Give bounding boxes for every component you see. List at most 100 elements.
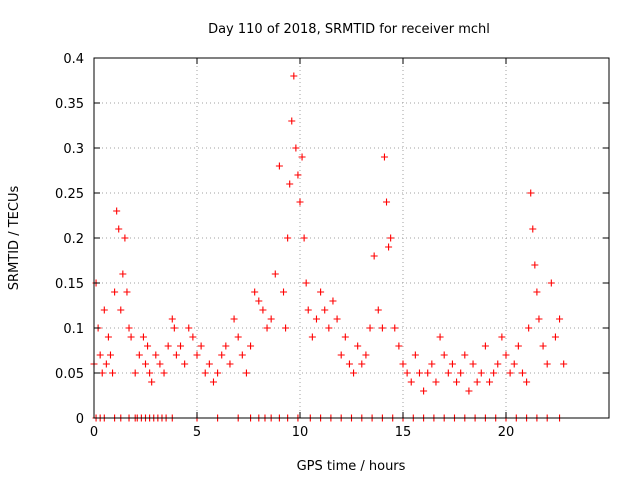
x-tick-label: 0: [90, 425, 98, 440]
data-point: [350, 369, 358, 377]
data-point: [286, 180, 294, 188]
data-point: [125, 324, 133, 332]
data-point: [420, 387, 428, 395]
data-point: [551, 333, 559, 341]
data-point: [556, 315, 564, 323]
data-point: [547, 279, 555, 287]
data-point: [383, 198, 391, 206]
data-point: [440, 351, 448, 359]
data-point: [222, 342, 230, 350]
data-point: [148, 378, 156, 386]
data-point: [226, 360, 234, 368]
data-point: [185, 324, 193, 332]
data-point: [428, 360, 436, 368]
data-point: [525, 324, 533, 332]
data-point: [168, 315, 176, 323]
data-point: [539, 342, 547, 350]
data-point: [111, 288, 119, 296]
data-point: [104, 333, 112, 341]
data-point: [181, 360, 189, 368]
data-point: [560, 360, 568, 368]
data-point: [543, 360, 551, 368]
data-point: [300, 234, 308, 242]
data-point: [197, 342, 205, 350]
data-point: [481, 342, 489, 350]
data-point: [399, 360, 407, 368]
data-point: [337, 351, 345, 359]
data-point: [259, 306, 267, 314]
data-point: [201, 369, 209, 377]
data-point: [121, 234, 129, 242]
data-point: [156, 360, 164, 368]
y-tick-label: 0.4: [63, 52, 84, 67]
data-point: [177, 342, 185, 350]
data-point: [152, 351, 160, 359]
data-point: [290, 72, 298, 80]
data-point: [288, 117, 296, 125]
data-point: [362, 351, 370, 359]
data-point: [144, 342, 152, 350]
data-point: [333, 315, 341, 323]
data-point: [374, 306, 382, 314]
data-point: [444, 369, 452, 377]
y-tick-label: 0: [76, 412, 84, 427]
y-tick-label: 0.25: [55, 187, 84, 202]
data-point: [123, 288, 131, 296]
data-point: [354, 342, 362, 350]
data-point: [263, 324, 271, 332]
data-point: [296, 198, 304, 206]
data-point: [407, 378, 415, 386]
data-point: [321, 306, 329, 314]
x-tick-label: 10: [292, 425, 309, 440]
data-point: [298, 153, 306, 161]
axes: 0 5 10 15 20 0 0.05 0.1 0.15 0.2 0.25 0.3 0.35 0.4: [55, 52, 609, 440]
x-axis-label: GPS time / hours: [297, 459, 406, 474]
data-point: [189, 333, 197, 341]
data-point: [234, 333, 242, 341]
data-point: [282, 324, 290, 332]
data-marks: [90, 72, 568, 422]
data-point: [117, 306, 125, 314]
data-point: [119, 270, 127, 278]
data-point: [284, 234, 292, 242]
data-point: [345, 360, 353, 368]
data-point: [160, 369, 168, 377]
data-point: [302, 279, 310, 287]
y-tick-label: 0.2: [63, 232, 84, 247]
x-tick-label: 15: [395, 425, 412, 440]
data-point: [113, 207, 121, 215]
data-point: [209, 378, 217, 386]
data-point: [135, 351, 143, 359]
data-point: [205, 360, 213, 368]
data-point: [391, 324, 399, 332]
data-point: [506, 369, 514, 377]
data-point: [251, 288, 259, 296]
y-axis-label: SRMTID / TECUs: [7, 186, 22, 291]
data-point: [96, 351, 104, 359]
data-point: [341, 333, 349, 341]
data-point: [403, 369, 411, 377]
data-point: [139, 333, 147, 341]
data-point: [304, 306, 312, 314]
data-point: [494, 360, 502, 368]
data-point: [448, 360, 456, 368]
data-point: [102, 360, 110, 368]
y-tick-label: 0.05: [55, 367, 84, 382]
data-point: [146, 369, 154, 377]
data-point: [523, 378, 531, 386]
data-point: [329, 297, 337, 305]
data-point: [115, 225, 123, 233]
data-point: [461, 351, 469, 359]
data-point: [395, 342, 403, 350]
data-point: [498, 333, 506, 341]
data-point: [432, 378, 440, 386]
data-point: [477, 369, 485, 377]
data-point: [127, 333, 135, 341]
data-point: [267, 315, 275, 323]
data-point: [527, 189, 535, 197]
data-point: [465, 387, 473, 395]
data-point: [473, 378, 481, 386]
data-point: [308, 333, 316, 341]
data-point: [214, 369, 222, 377]
